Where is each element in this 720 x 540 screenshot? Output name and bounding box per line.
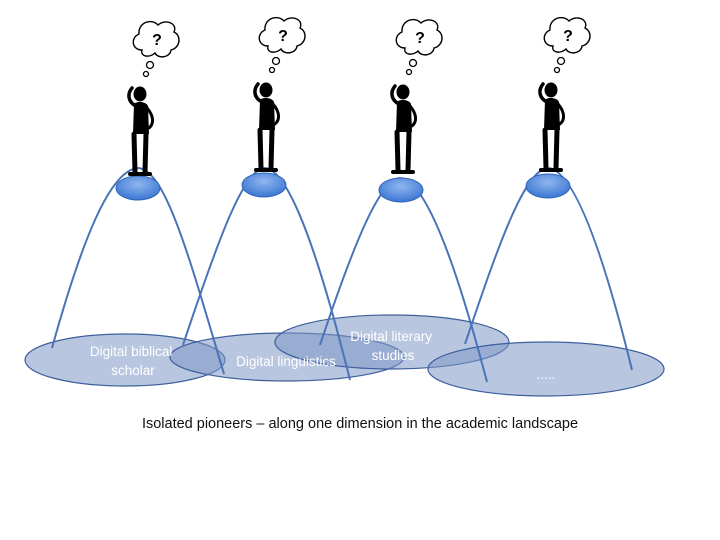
region-label-biblical-line1: Digital biblical — [90, 344, 173, 359]
question-mark-4: ? — [563, 28, 573, 45]
region-label-literary: Digital literary studies — [350, 329, 436, 363]
pioneer-figure-3: ? — [392, 20, 442, 172]
region-label-literary-line2: studies — [372, 348, 415, 363]
region-label-literary-line1: Digital literary — [350, 329, 432, 344]
peak-top-2 — [241, 172, 287, 198]
question-mark-3: ? — [415, 30, 425, 47]
peak-top-4 — [525, 173, 571, 199]
question-mark-2: ? — [278, 28, 288, 45]
region-label-linguistics: Digital linguistics — [236, 354, 336, 369]
question-mark-1: ? — [152, 32, 162, 49]
pioneer-figure-2: ? — [255, 18, 305, 170]
slide-caption: Isolated pioneers – along one dimension … — [141, 416, 579, 432]
region-label-biblical-line2: scholar — [111, 363, 155, 378]
region-label-other: ..... — [537, 367, 556, 382]
pioneer-figure-1: ? — [129, 22, 179, 174]
peak-top-1 — [115, 175, 161, 201]
region-label-biblical: Digital biblical scholar — [90, 344, 176, 378]
region-ellipse-other — [427, 341, 665, 397]
peak-curve-1 — [51, 166, 225, 375]
pioneer-figure-4: ? — [540, 18, 590, 170]
peak-top-3 — [378, 177, 424, 203]
